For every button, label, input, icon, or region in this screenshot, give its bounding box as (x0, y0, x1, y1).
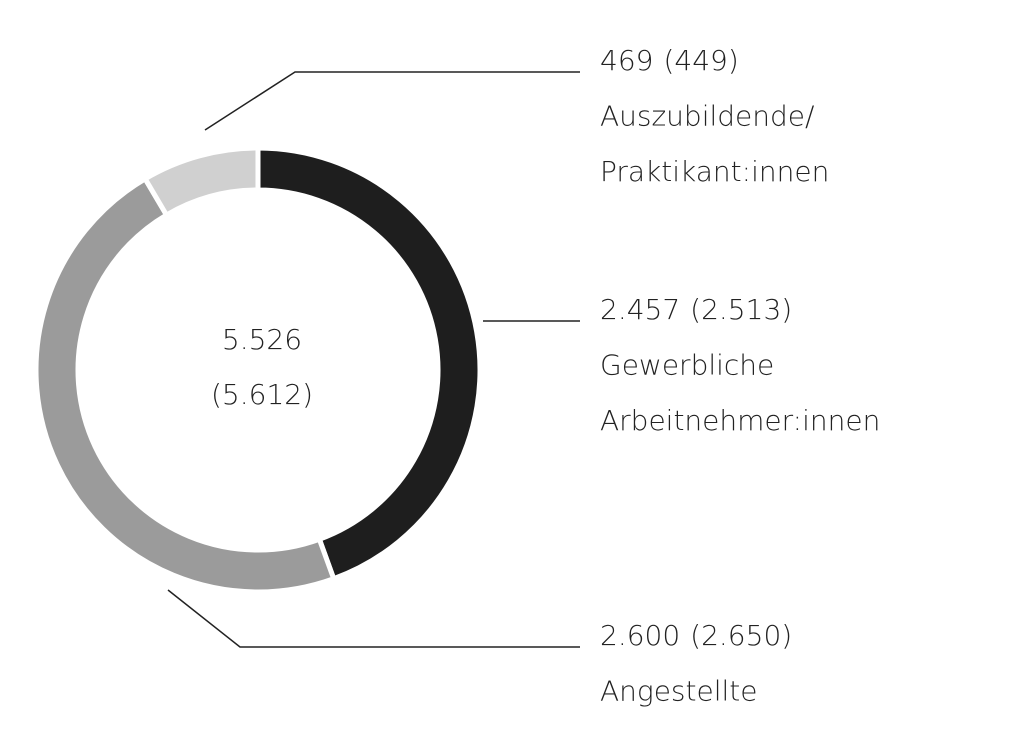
previous-value: (449) (663, 44, 738, 77)
donut-slice (141, 145, 261, 219)
category-label: Gewerbliche (600, 349, 774, 382)
value-label: 2.600 (2.650) (600, 619, 792, 652)
leader-line (204, 71, 580, 131)
value: 2.600 (600, 619, 680, 652)
category-label: Auszubildende/ (600, 100, 814, 133)
previous-value: (2.650) (690, 619, 792, 652)
value-label: 2.457 (2.513) (600, 293, 792, 326)
donut-slice (33, 175, 337, 595)
category-label: Angestellte (600, 675, 758, 708)
total-label: 5.526 (222, 323, 302, 356)
value: 469 (600, 44, 653, 77)
leader-line (167, 589, 580, 648)
donut-slice (255, 145, 483, 582)
category-label: Praktikant:innen (600, 155, 829, 188)
value-label: 469 (449) (600, 44, 739, 77)
value: 2.457 (600, 293, 680, 326)
previous-value: (2.513) (690, 293, 792, 326)
category-label: Arbeitnehmer:innen (600, 404, 880, 437)
previous-total-label: (5.612) (211, 378, 313, 411)
